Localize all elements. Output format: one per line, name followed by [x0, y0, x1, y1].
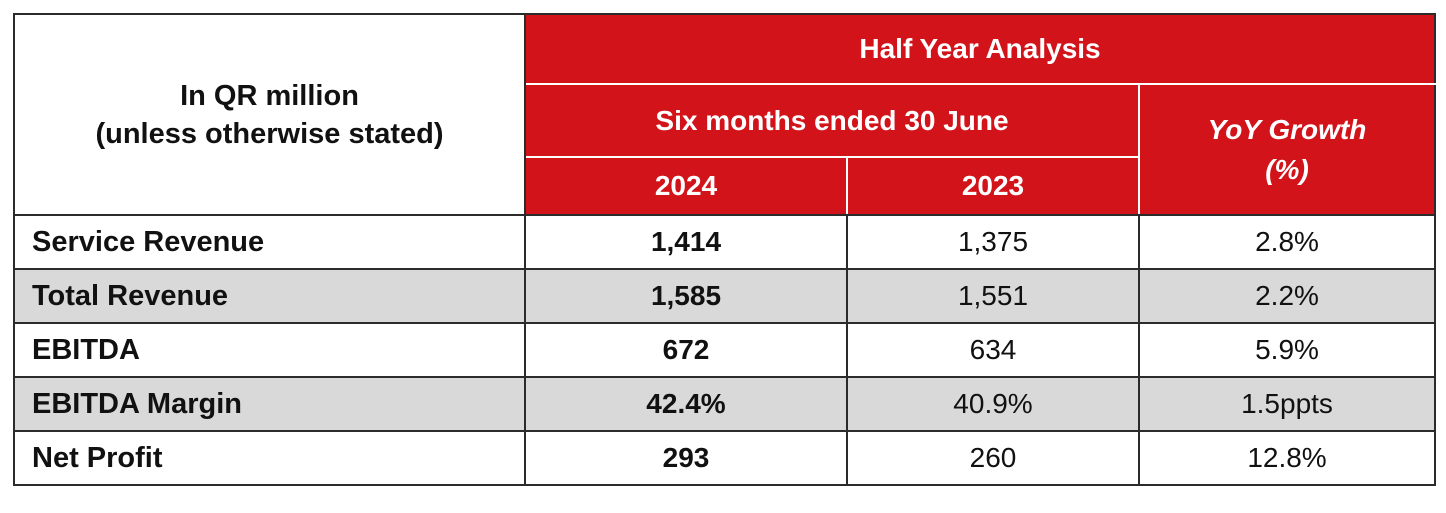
value-current: 293: [524, 430, 848, 486]
header-row-group: In QR million (unless otherwise stated) …: [13, 13, 1437, 216]
value-prior: 1,375: [846, 214, 1140, 270]
unit-label: In QR million: [180, 79, 359, 112]
header-row-period: Six months ended 30 June YoY Growth (%): [14, 83, 1437, 216]
table-row-service-revenue: Service Revenue 1,414 1,375 2.8%: [13, 214, 1437, 270]
value-growth: 2.8%: [1137, 214, 1437, 270]
value-prior: 634: [846, 322, 1140, 378]
value-growth: 1.5ppts: [1137, 376, 1437, 432]
value-current: 672: [524, 322, 848, 378]
row-label: Service Revenue: [13, 214, 526, 270]
financial-summary-table: In QR million (unless otherwise stated) …: [13, 13, 1437, 486]
value-current: 1,585: [524, 268, 848, 324]
growth-header-label: YoY Growth: [1207, 113, 1367, 145]
group-title: Half Year Analysis: [523, 13, 1437, 85]
header-row-years: 2024 2023: [14, 156, 1435, 216]
value-growth: 5.9%: [1137, 322, 1437, 378]
period-title: Six months ended 30 June: [524, 83, 1140, 158]
growth-header-unit: (%): [1265, 153, 1309, 185]
table-row-ebitda-margin: EBITDA Margin 42.4% 40.9% 1.5ppts: [13, 376, 1437, 432]
year-prior-header: 2023: [846, 156, 1140, 216]
unit-header-cell: In QR million (unless otherwise stated): [13, 13, 526, 216]
table-row-ebitda: EBITDA 672 634 5.9%: [13, 322, 1437, 378]
unit-note: (unless otherwise stated): [95, 117, 444, 150]
row-label: Net Profit: [13, 430, 526, 486]
value-growth: 2.2%: [1137, 268, 1437, 324]
value-prior: 1,551: [846, 268, 1140, 324]
value-current: 1,414: [524, 214, 848, 270]
value-growth: 12.8%: [1137, 430, 1437, 486]
year-current-header: 2024: [524, 156, 848, 216]
row-label: EBITDA: [13, 322, 526, 378]
value-prior: 260: [846, 430, 1140, 486]
row-label: EBITDA Margin: [13, 376, 526, 432]
growth-header-cell: YoY Growth (%): [1137, 83, 1437, 216]
value-current: 42.4%: [524, 376, 848, 432]
table-row-net-profit: Net Profit 293 260 12.8%: [13, 430, 1437, 486]
value-prior: 40.9%: [846, 376, 1140, 432]
table-row-total-revenue: Total Revenue 1,585 1,551 2.2%: [13, 268, 1437, 324]
row-label: Total Revenue: [13, 268, 526, 324]
